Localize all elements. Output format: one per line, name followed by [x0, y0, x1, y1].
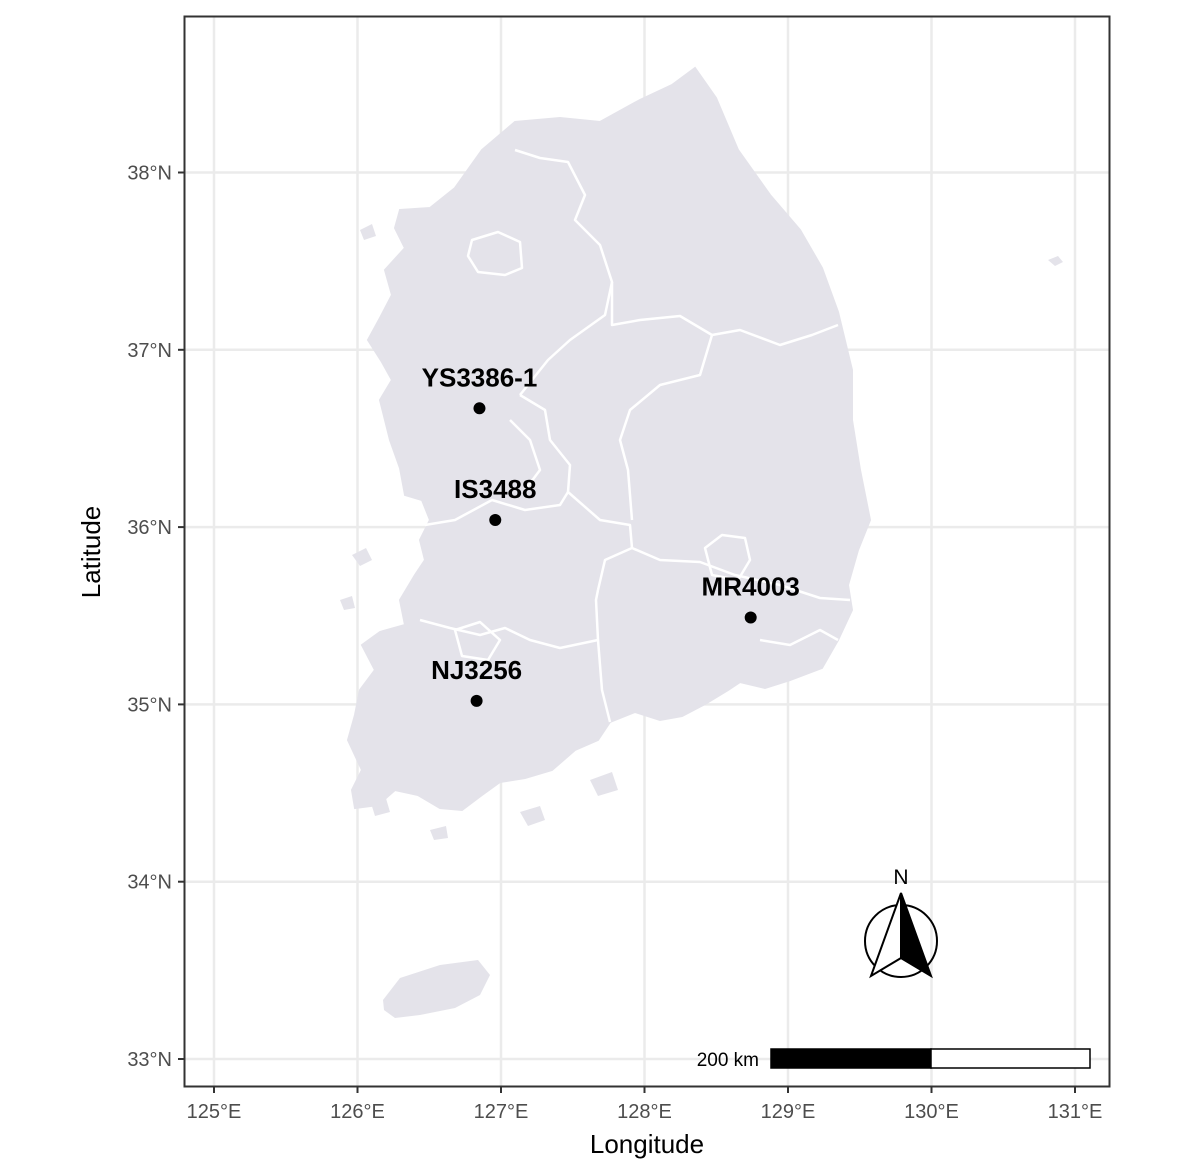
x-tick-label: 131°E — [1048, 1101, 1103, 1123]
chungnam-jeonbuk-border — [424, 491, 570, 527]
jeonbuk-jeonnam-border — [419, 589, 600, 650]
scale-bar-white-segment — [930, 1048, 1091, 1069]
y-tick-label: 38°N — [127, 163, 172, 185]
y-tick-label: 34°N — [127, 872, 172, 894]
north-arrow-right-half — [900, 892, 933, 979]
scale-bar-black-segment — [770, 1048, 932, 1069]
chungbuk-gyeongbuk-border — [618, 334, 714, 521]
gyeongnam-west-border — [596, 639, 612, 723]
x-tick-label: 129°E — [761, 1101, 816, 1123]
site-label: MR4003 — [702, 572, 800, 602]
panel-border — [183, 15, 1111, 1088]
y-tick-label: 37°N — [127, 340, 172, 362]
x-tick-label: 130°E — [904, 1101, 959, 1123]
site-label: NJ3256 — [431, 655, 522, 685]
land-group — [340, 66, 1063, 1018]
x-axis-title: Longitude — [590, 1129, 704, 1159]
north-arrow-label: N — [893, 866, 908, 889]
site-point — [470, 694, 483, 707]
site-markers: YS3386-1 IS3488 MR4003 NJ3256 — [422, 362, 800, 707]
gyeonggi-gangwon-border — [514, 148, 614, 396]
site-label: YS3386-1 — [422, 362, 538, 392]
y-tick-label: 33°N — [127, 1049, 172, 1071]
x-tick-label: 127°E — [474, 1101, 529, 1123]
y-tick-label: 36°N — [127, 517, 172, 539]
seoul-boundary — [466, 230, 524, 277]
site-point — [473, 402, 486, 415]
busan-ulsan-border — [759, 628, 839, 647]
y-axis: 33°N 34°N 35°N 36°N 37°N 38°N — [127, 163, 184, 1071]
scale-bar-label: 200 km — [697, 1050, 759, 1071]
daegu-boundary — [703, 533, 752, 582]
jeju-island — [383, 960, 490, 1018]
north-arrow: N — [864, 866, 938, 979]
province-borders — [419, 148, 851, 723]
x-axis: 125°E 126°E 127°E 128°E 129°E 130°E 131°E — [187, 1087, 1103, 1123]
chungbuk-boundary — [519, 393, 634, 591]
x-tick-label: 128°E — [617, 1101, 672, 1123]
site-point — [489, 514, 502, 527]
sejong-daejeon-border — [509, 419, 542, 491]
gwangju-boundary — [453, 620, 502, 662]
ulleung-island — [1048, 256, 1063, 266]
y-axis-title: Latitude — [76, 506, 106, 599]
site-point — [744, 611, 757, 624]
x-tick-label: 126°E — [330, 1101, 385, 1123]
y-tick-label: 35°N — [127, 694, 172, 716]
gyeongnam-boundary — [631, 546, 851, 602]
x-tick-label: 125°E — [187, 1101, 242, 1123]
site-label: IS3488 — [454, 474, 536, 504]
scale-bar: 200 km — [697, 1048, 1091, 1071]
mainland-korea — [346, 66, 872, 812]
